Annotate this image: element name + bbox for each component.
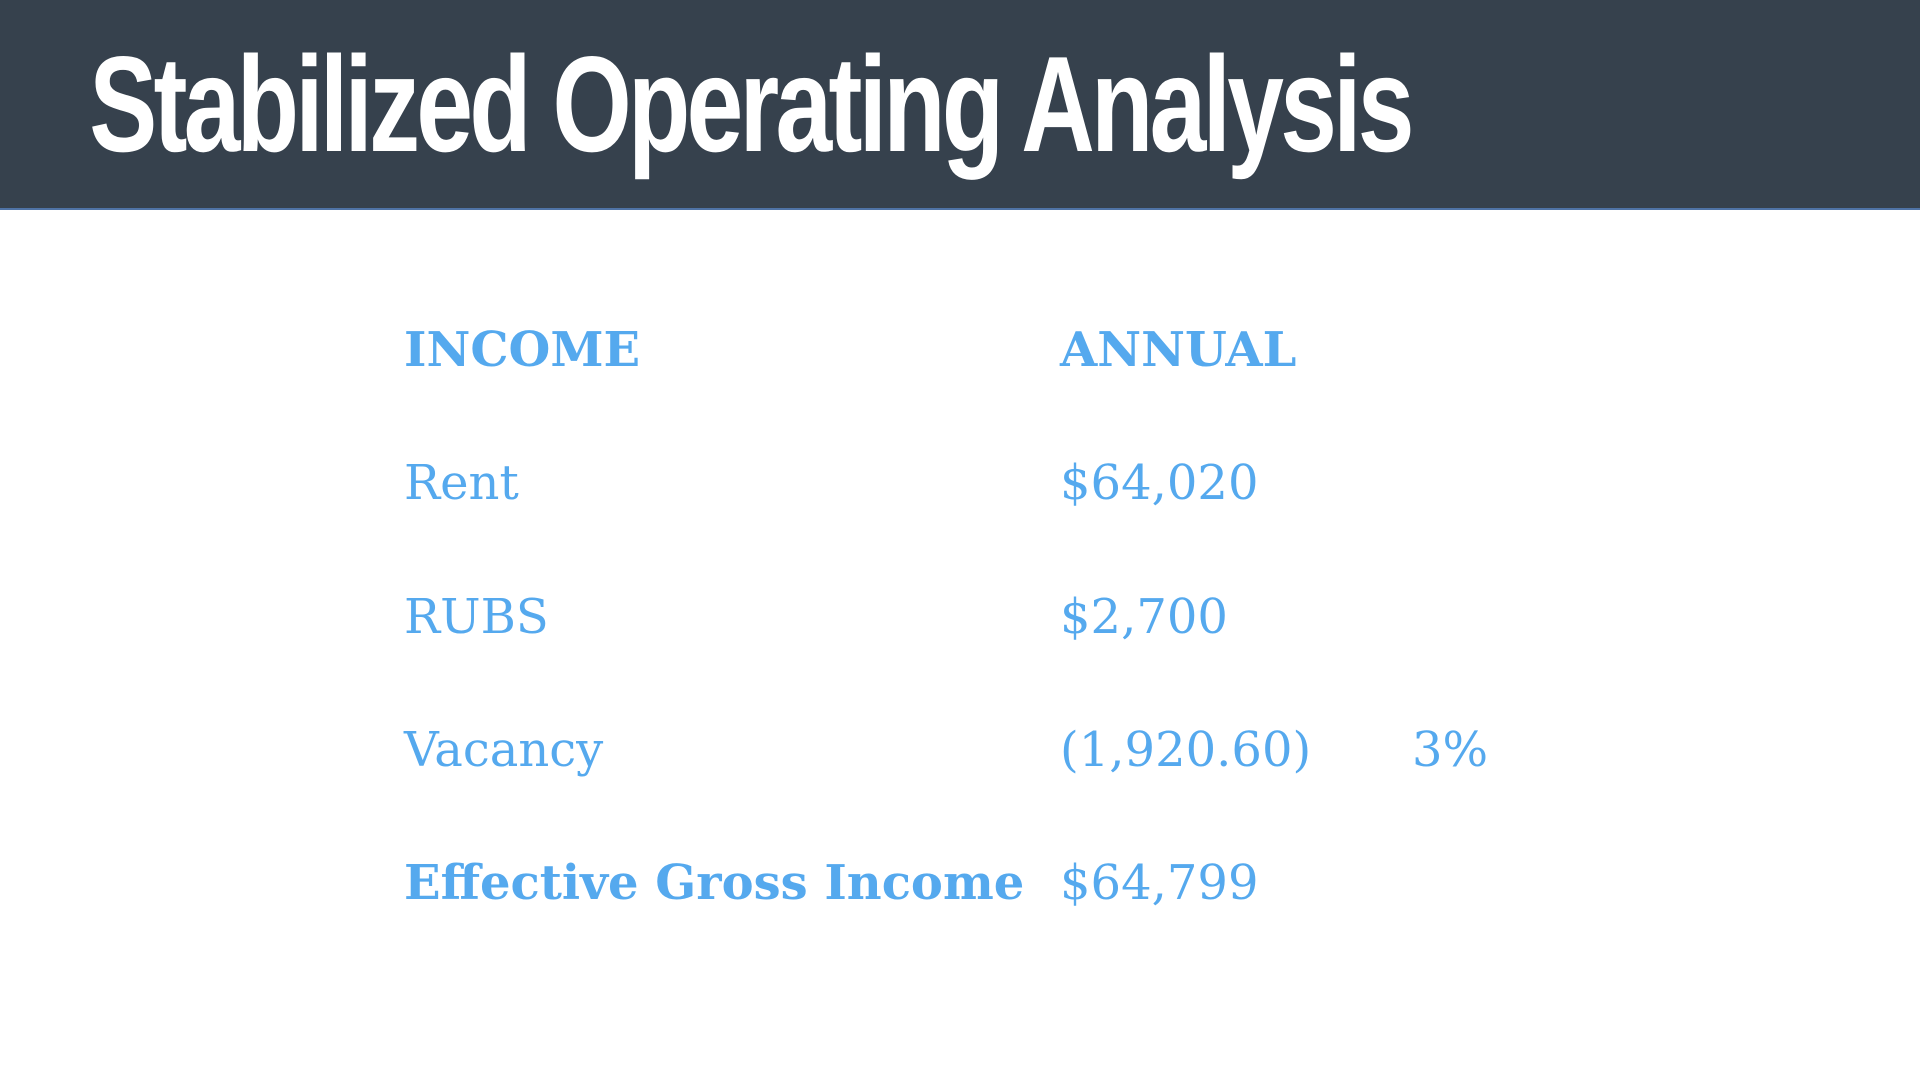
row-label-rubs: RUBS	[404, 589, 549, 645]
slide-title: Stabilized Operating Analysis	[89, 28, 1414, 180]
income-header: INCOME	[404, 322, 641, 378]
row-label-vacancy: Vacancy	[404, 722, 604, 778]
title-bar: Stabilized Operating Analysis	[0, 0, 1920, 210]
row-value-rubs: $2,700	[1060, 589, 1228, 645]
row-value-rent: $64,020	[1060, 455, 1259, 511]
row-value-vacancy: (1,920.60)	[1060, 722, 1312, 778]
row-pct-vacancy: 3%	[1412, 722, 1489, 778]
annual-header: ANNUAL	[1060, 322, 1297, 378]
row-label-rent: Rent	[404, 455, 519, 511]
row-value-effective-gross-income: $64,799	[1060, 855, 1259, 911]
row-label-effective-gross-income: Effective Gross Income	[404, 855, 1025, 911]
